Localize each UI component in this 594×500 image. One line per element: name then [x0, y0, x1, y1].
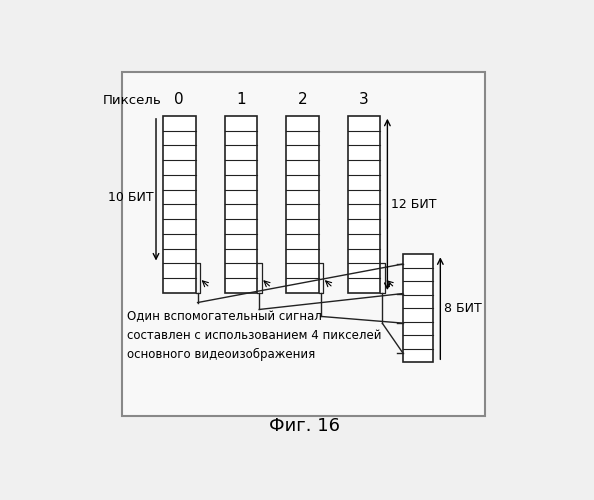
Text: 12 БИТ: 12 БИТ: [391, 198, 437, 211]
Bar: [225, 116, 257, 293]
Bar: [347, 116, 381, 293]
Text: 2: 2: [298, 92, 307, 108]
Text: Один вспомогательный сигнал
составлен с использованием 4 пикселей
основного виде: Один вспомогательный сигнал составлен с …: [127, 310, 382, 362]
Bar: [403, 254, 434, 362]
Bar: [122, 72, 485, 416]
Text: Пиксель: Пиксель: [102, 94, 161, 108]
Text: 1: 1: [236, 92, 246, 108]
Bar: [163, 116, 195, 293]
Text: 3: 3: [359, 92, 369, 108]
Text: Фиг. 16: Фиг. 16: [269, 418, 340, 436]
Bar: [286, 116, 319, 293]
Bar: [225, 116, 257, 293]
Text: 10 БИТ: 10 БИТ: [109, 191, 154, 204]
Bar: [347, 116, 381, 293]
Text: 8 БИТ: 8 БИТ: [444, 302, 482, 315]
Bar: [286, 116, 319, 293]
Text: 0: 0: [175, 92, 184, 108]
Bar: [163, 116, 195, 293]
Bar: [403, 254, 434, 362]
